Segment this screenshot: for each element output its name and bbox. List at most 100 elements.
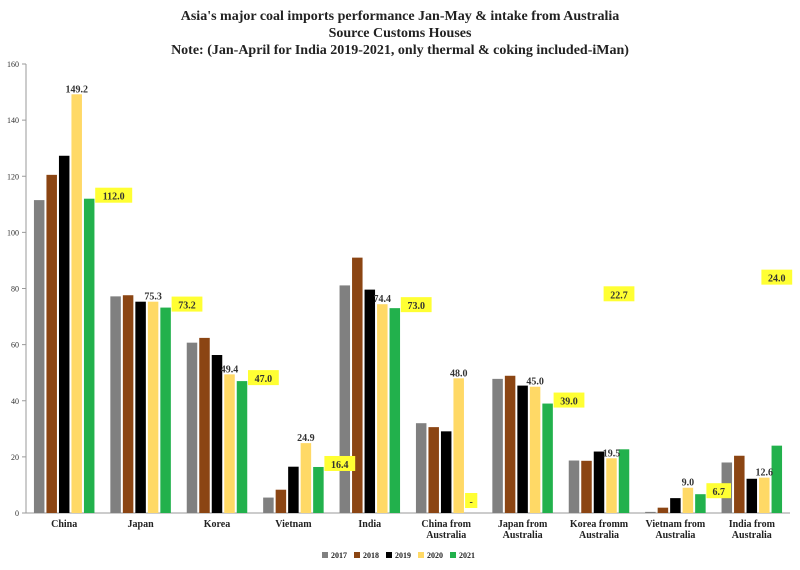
bar-2021 — [389, 308, 401, 513]
bar-2018 — [581, 460, 592, 513]
bar-2018 — [199, 337, 210, 513]
data-label: 74.4 — [374, 294, 392, 305]
bar-2019 — [746, 478, 758, 513]
bar-2019 — [517, 385, 528, 513]
label-highlight-box — [761, 269, 793, 285]
bar-2018 — [504, 375, 516, 513]
highlight-data-label: 47.0 — [248, 370, 279, 386]
data-label: 45.0 — [526, 377, 544, 388]
label-highlight-box — [706, 483, 731, 499]
legend-swatch-2020 — [418, 552, 424, 558]
bar-2021 — [695, 494, 706, 513]
legend-label-2020: 2020 — [427, 551, 443, 560]
chart-subtitle: Source Customs Houses — [328, 26, 472, 41]
data-label: 149.2 — [65, 84, 88, 95]
bar-2018 — [122, 295, 134, 513]
bar-2018 — [428, 427, 439, 513]
x-axis-label: Japan — [128, 519, 155, 530]
bar-2019 — [440, 431, 452, 513]
data-label-text: 9.0 — [682, 478, 695, 489]
x-axis-labels: China Japan Korea Vietnam India China from Aus… — [51, 519, 775, 541]
legend-label-2021: 2021 — [459, 551, 475, 560]
bar-2018 — [352, 257, 363, 513]
bar-2020 — [759, 477, 770, 513]
bar-2020 — [224, 374, 235, 513]
bar-2017 — [110, 296, 121, 513]
bar-2017 — [263, 497, 274, 513]
highlight-data-label: 6.7 — [706, 483, 731, 499]
chart-titles: Asia's major coal imports performance Ja… — [0, 8, 800, 59]
data-label-text: 22.7 — [610, 290, 628, 301]
label-highlight-box — [248, 370, 279, 386]
bar-2017 — [186, 342, 198, 513]
data-label-text: 6.7 — [712, 487, 725, 498]
bar-2019 — [58, 155, 70, 513]
x-axis-label: Vietnam from Australia — [646, 519, 706, 541]
label-highlight-box — [603, 286, 635, 302]
bar-2017 — [492, 378, 503, 513]
bar-2021 — [771, 445, 783, 513]
data-label: 75.3 — [144, 292, 162, 303]
bar-2020 — [377, 304, 388, 513]
legend-swatch-2019 — [386, 552, 392, 558]
x-axis-label: Korea fromm Australia — [570, 519, 629, 541]
legend: 2017 2018 2019 2020 2021 — [322, 551, 475, 560]
bar-2018 — [46, 174, 57, 514]
y-tick-label: 160 — [7, 60, 19, 69]
x-axis-label: Japan from Australia — [498, 519, 548, 541]
data-labels: 149.2 112.0 75.3 73.2 49.4 47.0 24.9 16.4 74.4 73… — [65, 84, 793, 508]
label-highlight-box — [95, 187, 133, 203]
y-tick-label: 100 — [7, 228, 19, 237]
bar-2021 — [83, 198, 95, 513]
highlight-data-label: - — [465, 493, 478, 508]
data-label: 9.0 — [682, 478, 695, 489]
bar-2021 — [160, 307, 171, 513]
data-label-text: 45.0 — [526, 377, 544, 388]
label-highlight-box — [171, 296, 203, 312]
data-label: 49.4 — [221, 364, 239, 375]
bar-2019 — [670, 498, 681, 513]
highlight-data-label: 39.0 — [553, 392, 585, 408]
data-label-text: 73.0 — [407, 301, 425, 312]
chart-title: Asia's major coal imports performance Ja… — [180, 9, 620, 24]
y-tick-label: 20 — [11, 453, 19, 462]
data-label-text: 73.2 — [178, 301, 196, 312]
legend-label-2017: 2017 — [331, 551, 347, 560]
bar-2020 — [529, 386, 541, 513]
x-axis-label: Korea — [204, 519, 230, 530]
x-axis-label: Vietnam — [275, 519, 312, 530]
bar-2017 — [339, 285, 351, 513]
y-tick-label: 120 — [7, 172, 19, 181]
x-axis-label: China from Australia — [421, 519, 471, 541]
data-label-text: 48.0 — [450, 368, 468, 379]
chart-note: Note: (Jan-April for India 2019-2021, on… — [171, 43, 629, 58]
bar-2020 — [453, 378, 464, 513]
bar-2019 — [364, 289, 376, 513]
data-label: 24.9 — [297, 433, 315, 444]
data-label-text: 24.0 — [768, 274, 786, 285]
label-highlight-box — [324, 455, 356, 471]
highlight-data-label: 16.4 — [324, 455, 356, 471]
highlight-data-label: 22.7 — [603, 286, 635, 302]
data-label-text: 39.0 — [560, 397, 578, 408]
y-tick-label: 40 — [11, 397, 19, 406]
label-highlight-box — [465, 493, 478, 508]
bar-2017 — [568, 460, 580, 513]
bar-2021 — [542, 403, 553, 513]
bar-2017 — [415, 423, 427, 513]
y-tick-label: 140 — [7, 116, 19, 125]
label-highlight-box — [400, 297, 432, 313]
bar-2021 — [618, 449, 630, 513]
data-label-text: 75.3 — [144, 292, 162, 303]
bar-2018 — [734, 455, 745, 513]
y-tick-label: 80 — [11, 285, 19, 294]
bar-2020 — [300, 443, 312, 513]
bar-2018 — [275, 489, 287, 513]
x-axis-label: India — [358, 519, 381, 530]
highlight-data-label: 73.0 — [400, 297, 432, 313]
y-tick-label: 0 — [15, 509, 19, 518]
bar-2021 — [236, 381, 248, 513]
x-axis-label: India from Australia — [729, 519, 776, 541]
bar-2020 — [682, 487, 694, 513]
